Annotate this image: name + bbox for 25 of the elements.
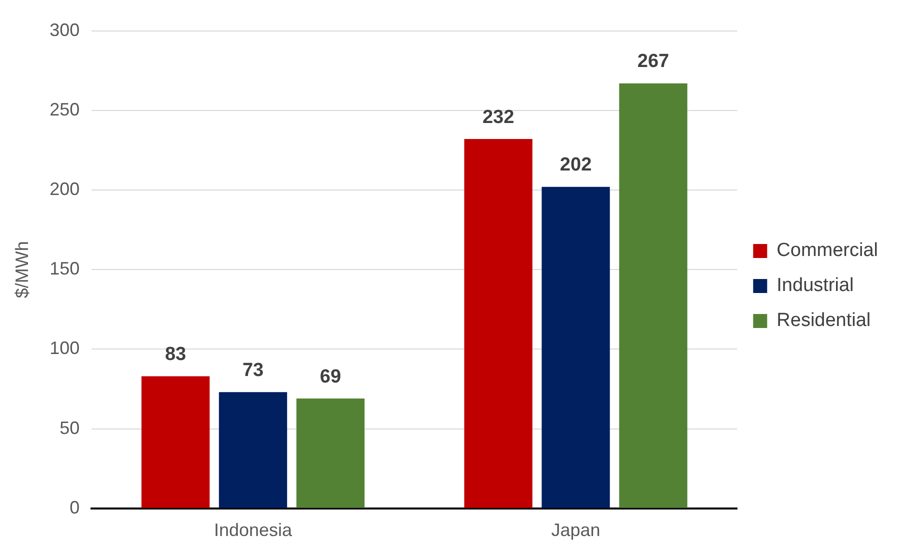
bar xyxy=(218,392,288,508)
x-tick-label: Indonesia xyxy=(214,520,294,540)
data-label: 232 xyxy=(482,106,514,128)
x-tick-label: Japan xyxy=(551,520,600,540)
y-tick-label: 250 xyxy=(50,99,80,120)
y-tick-label: 50 xyxy=(60,418,80,438)
bar xyxy=(464,139,532,508)
legend-label: Commercial xyxy=(776,240,878,262)
data-label: 202 xyxy=(560,154,592,176)
data-label: 267 xyxy=(637,51,670,72)
y-tick-label: 300 xyxy=(50,20,80,40)
legend-label: Industrial xyxy=(776,275,854,296)
data-label: 69 xyxy=(320,366,342,388)
y-tick-label: 100 xyxy=(50,338,80,358)
bar xyxy=(141,376,210,508)
y-axis-title: $/MWh xyxy=(12,241,32,298)
y-tick-label: 200 xyxy=(50,178,80,199)
legend-label: Residential xyxy=(776,310,871,332)
y-tick-label: 150 xyxy=(50,258,80,279)
bar xyxy=(619,83,688,508)
bar xyxy=(542,186,610,508)
data-label: 73 xyxy=(242,360,264,381)
y-tick-label: 0 xyxy=(70,497,80,518)
data-label: 83 xyxy=(164,344,186,365)
bar xyxy=(296,398,365,508)
